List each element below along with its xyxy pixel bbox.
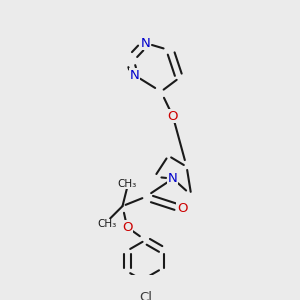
Text: O: O <box>177 202 187 215</box>
Text: O: O <box>122 221 132 234</box>
Text: N: N <box>168 172 178 185</box>
Text: Cl: Cl <box>139 290 152 300</box>
Text: CH₃: CH₃ <box>118 179 137 189</box>
Text: N: N <box>130 69 139 82</box>
Text: CH₃: CH₃ <box>98 219 117 229</box>
Text: O: O <box>168 110 178 123</box>
Text: N: N <box>140 37 150 50</box>
